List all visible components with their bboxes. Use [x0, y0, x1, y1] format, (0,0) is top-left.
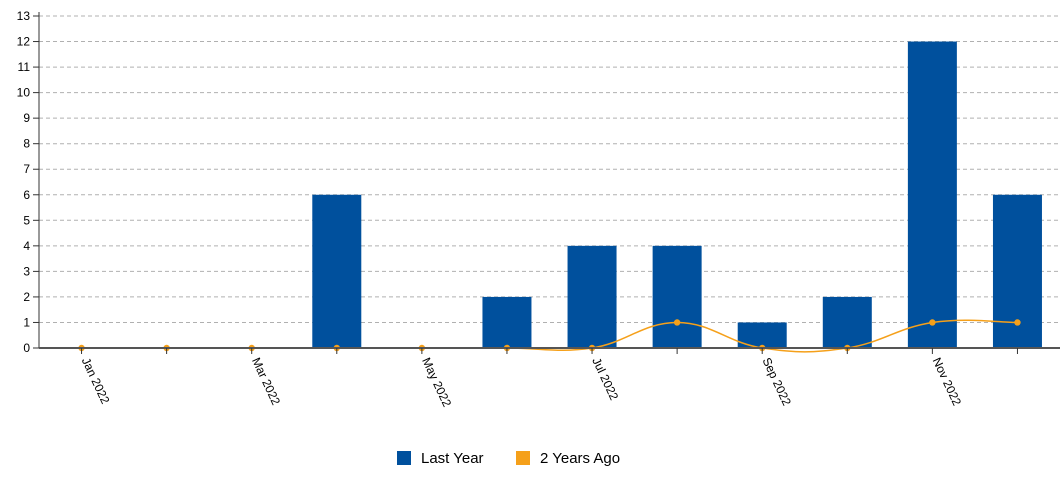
bar	[567, 245, 617, 348]
axes	[38, 12, 1060, 349]
line-series	[78, 319, 1021, 353]
y-tick-label: 10	[17, 86, 31, 100]
bar-series	[312, 41, 1042, 349]
bar	[482, 296, 532, 348]
x-tick-label: Jul 2022	[589, 355, 621, 402]
y-tick-label: 0	[23, 341, 30, 355]
legend-label: Last Year	[421, 450, 484, 467]
grid-lines	[39, 15, 1060, 323]
legend-swatch	[397, 451, 411, 465]
bar	[312, 194, 362, 348]
line-point	[673, 319, 681, 326]
x-tick-label: Sep 2022	[759, 355, 794, 408]
y-tick-label: 13	[17, 9, 31, 23]
bar	[822, 296, 872, 348]
y-tick-label: 4	[23, 239, 30, 253]
y-tick-label: 9	[23, 111, 30, 125]
x-tick-label: May 2022	[419, 355, 454, 409]
y-tick-label: 12	[17, 35, 31, 49]
y-tick-label: 7	[23, 162, 30, 176]
line-point	[1014, 319, 1021, 326]
bar	[907, 41, 957, 349]
legend: Last Year 2 Years Ago	[397, 450, 620, 467]
y-tick-label: 1	[23, 315, 30, 329]
y-tick-label: 3	[23, 264, 30, 278]
bar	[652, 245, 702, 348]
legend-label: 2 Years Ago	[540, 450, 620, 467]
y-tick-label: 2	[23, 290, 30, 304]
legend-swatch	[516, 451, 530, 465]
y-tick-label: 5	[23, 213, 30, 227]
x-axis-ticks: Jan 2022 Mar 2022 May 2022 Jul 2022 Sep 2022…	[79, 348, 1018, 409]
x-tick-label: Jan 2022	[79, 355, 113, 406]
x-tick-label: Mar 2022	[249, 355, 283, 407]
line-point	[929, 319, 936, 326]
y-tick-label: 11	[18, 60, 31, 74]
y-tick-label: 8	[23, 137, 30, 151]
x-tick-label: Nov 2022	[930, 355, 965, 408]
y-tick-label: 6	[23, 188, 30, 202]
